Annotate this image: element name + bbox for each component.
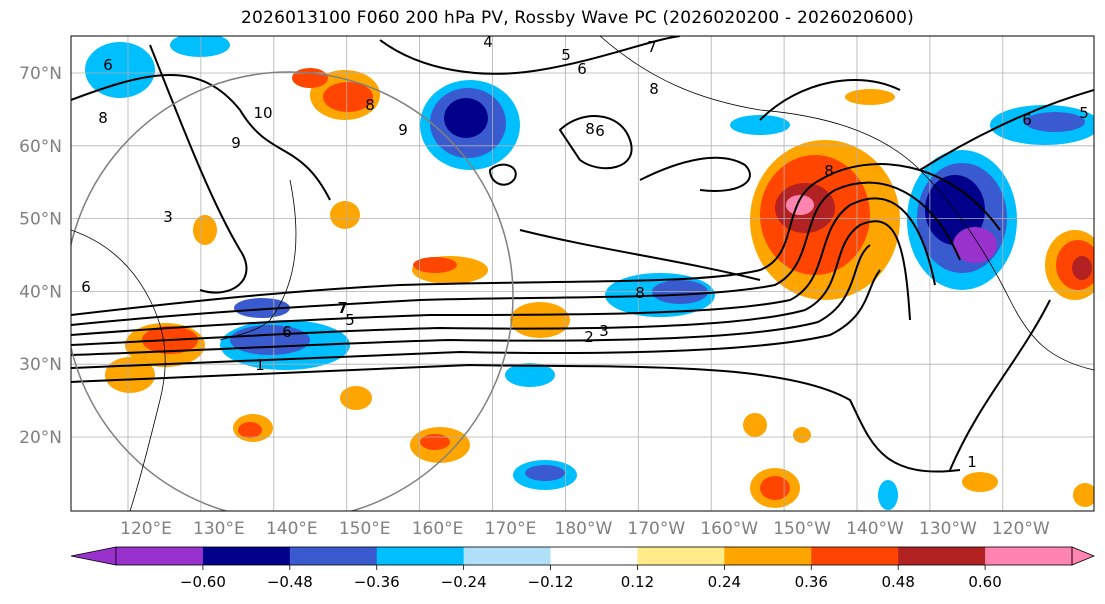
colorbar-segment [550,547,638,565]
colorbar-tick-label: 0.24 [708,573,741,591]
latitude-label: 20°N [19,428,62,448]
contour-label: 3 [599,322,609,340]
contour-label: 7 [337,299,347,317]
longitude-label: 130°W [919,519,977,539]
latitude-labels: 70°N 60°N 50°N 40°N 30°N 20°N [19,64,62,448]
colorbar-border [115,546,1073,566]
contour-label: 1 [967,453,977,471]
colorbar-extend-min [70,546,117,566]
contour-label: 8 [365,96,375,114]
colorbar-segment [202,547,291,565]
colorbar-segment [898,547,986,565]
colorbar-tick-label: 0.36 [795,573,828,591]
contour-label: 10 [253,104,272,122]
coastlines [71,36,1094,511]
colorbar-tick-label: −0.36 [354,573,400,591]
longitude-labels: 120°E 130°E 140°E 150°E 160°E 170°E 180°W 170°W… [120,519,1050,539]
colorbar-extend-max [1071,546,1096,566]
contour-label: 8 [585,120,595,138]
longitude-label: 180°W [555,519,613,539]
contour-label: 8 [635,284,645,302]
colorbar-segment [637,547,725,565]
latitude-label: 50°N [19,210,62,230]
contour-label: 3 [163,208,173,226]
chart-title: 2026013100 F060 200 hPa PV, Rossby Wave … [241,8,914,28]
colorbar-ticks: −0.60 −0.48 −0.36 −0.24 −0.12 0.12 0.24 0.36 0.4… [180,565,1002,591]
colorbar-segment [811,547,899,565]
contour-label: 7 [338,299,348,317]
contour-label: 1 [255,356,265,374]
colorbar-segment [289,547,378,565]
latitude-label: 60°N [19,137,62,157]
colorbar-segment [463,547,552,565]
longitude-label: 120°E [120,519,172,539]
contour-label: 6 [1022,111,1032,129]
longitude-label: 140°E [266,519,318,539]
contour-label: 4 [483,33,493,51]
colorbar-segment [376,547,465,565]
map-border [70,35,1095,512]
longitude-label: 120°W [992,519,1050,539]
colorbar-tick-label: 0.60 [968,573,1001,591]
longitude-label: 160°E [412,519,464,539]
contour-label: 8 [98,109,108,127]
contour-label: 9 [398,121,408,139]
latitude-label: 70°N [19,64,62,84]
colorbar [70,546,1096,566]
longitude-label: 160°W [700,519,758,539]
contour-label: 5 [345,311,355,329]
contour-label: 9 [231,134,241,152]
colorbar-tick-label: −0.60 [180,573,226,591]
contour-label: 6 [595,122,605,140]
latitude-label: 40°N [19,282,62,302]
colorbar-segment [985,547,1073,565]
colorbar-segment [116,547,204,565]
contour-label: 6 [81,278,91,296]
contour-label: 6 [577,60,587,78]
contour-label: 6 [103,56,113,74]
longitude-label: 140°W [846,519,904,539]
colorbar-tick-label: −0.48 [267,573,313,591]
contour-label: 8 [649,80,659,98]
contour-label: 5 [561,46,571,64]
pv-contours [71,36,1094,473]
colorbar-segment [724,547,812,565]
colorbar-tick-label: −0.12 [528,573,574,591]
colorbar-tick-label: 0.48 [881,573,914,591]
longitude-label: 130°E [193,519,245,539]
contour-label: 7 [647,38,657,56]
contour-label: 5 [1079,104,1089,122]
colorbar-tick-label: −0.24 [441,573,487,591]
contour-label: 2 [584,328,594,346]
longitude-label: 150°W [773,519,831,539]
longitude-label: 150°E [339,519,391,539]
contour-label: 6 [282,323,292,341]
longitude-label: 170°W [627,519,685,539]
contour-label: 8 [824,162,834,180]
colorbar-tick-label: 0.12 [621,573,654,591]
latitude-label: 30°N [19,355,62,375]
graticule [71,36,1094,511]
longitude-label: 170°E [485,519,537,539]
great-circle [71,71,514,511]
